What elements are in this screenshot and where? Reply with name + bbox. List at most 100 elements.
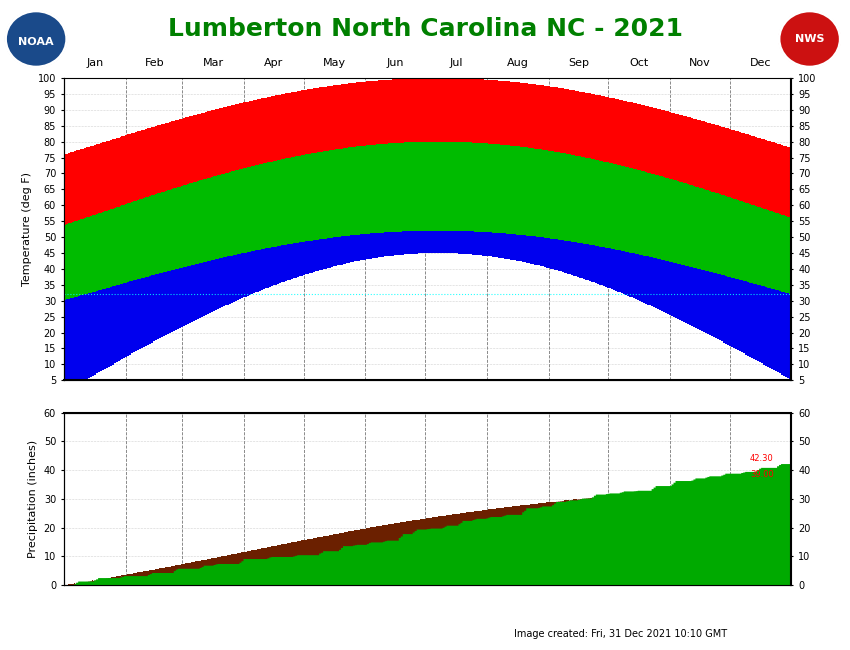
Bar [359, 146, 360, 235]
Bar [525, 106, 528, 246]
Bar [768, 211, 771, 288]
Bar [466, 142, 468, 231]
Bar [639, 170, 641, 255]
Bar [609, 163, 611, 285]
Bar [607, 114, 609, 162]
Bar [641, 255, 643, 302]
Bar [434, 78, 436, 253]
Bar [773, 212, 774, 289]
Bar [605, 125, 607, 208]
Bar [430, 179, 432, 185]
Bar [638, 170, 639, 242]
Bar [416, 231, 418, 254]
Bar [525, 235, 528, 246]
Bar [432, 142, 434, 209]
Bar [372, 233, 374, 258]
Bar [454, 231, 456, 254]
Bar [384, 144, 386, 233]
Bar [181, 186, 184, 268]
Bar [577, 172, 580, 216]
Bar [289, 158, 291, 244]
Bar [458, 231, 460, 254]
Bar [110, 209, 111, 287]
Bar [223, 257, 225, 306]
Bar [399, 231, 400, 255]
Bar [257, 165, 259, 250]
Bar [283, 179, 285, 245]
Bar [374, 233, 377, 258]
Bar [565, 128, 568, 259]
Bar [649, 173, 651, 257]
Bar [82, 295, 83, 322]
Bar [402, 170, 405, 226]
Bar [271, 162, 273, 247]
Bar [604, 122, 605, 259]
Bar [213, 200, 215, 239]
Bar [765, 209, 767, 280]
Bar [181, 213, 184, 278]
Bar [309, 146, 310, 270]
Bar [359, 235, 360, 261]
Bar [635, 103, 638, 299]
Bar [783, 190, 785, 215]
Bar [556, 239, 558, 241]
Bar [426, 78, 428, 253]
Bar [695, 268, 697, 293]
Bar [187, 266, 190, 324]
Bar [190, 163, 191, 252]
Bar [434, 231, 436, 248]
Bar [384, 144, 386, 202]
Bar [280, 94, 283, 283]
Bar [681, 115, 683, 320]
Bar [510, 234, 512, 259]
Bar [761, 237, 762, 274]
Bar [721, 175, 722, 195]
Bar [583, 157, 586, 244]
Bar [434, 142, 436, 231]
Bar [452, 172, 454, 187]
Bar [159, 274, 162, 298]
Bar [484, 143, 486, 224]
Bar [243, 103, 245, 298]
Bar [338, 132, 341, 149]
Bar [438, 170, 440, 203]
Bar [144, 278, 145, 283]
Bar [565, 89, 568, 273]
Bar [786, 250, 789, 311]
Bar [418, 119, 420, 233]
Bar [196, 201, 197, 239]
Bar [207, 178, 209, 261]
Bar [329, 86, 331, 268]
Bar [626, 167, 627, 252]
Bar [102, 203, 104, 212]
Bar [265, 150, 267, 232]
Bar [114, 286, 116, 363]
Bar [476, 143, 478, 231]
Bar [752, 205, 755, 268]
Bar [402, 79, 405, 255]
Bar [326, 239, 329, 265]
Bar [673, 263, 675, 317]
Bar [607, 114, 609, 235]
Bar [739, 280, 740, 351]
Bar [247, 101, 249, 296]
Bar [639, 105, 641, 301]
Bar [546, 140, 547, 150]
Bar [243, 207, 245, 253]
Bar [157, 194, 159, 250]
Bar [528, 117, 530, 148]
Bar [722, 196, 725, 276]
Bar [307, 154, 309, 241]
Bar [553, 181, 556, 253]
Bar [163, 168, 165, 192]
Bar [179, 119, 181, 328]
Bar [705, 122, 707, 333]
Bar [589, 159, 592, 245]
Bar [102, 289, 104, 370]
Bar [283, 94, 285, 281]
Bar [575, 242, 577, 276]
Bar [655, 210, 657, 235]
Bar [559, 240, 562, 268]
Bar [484, 79, 486, 255]
Bar [614, 120, 615, 164]
